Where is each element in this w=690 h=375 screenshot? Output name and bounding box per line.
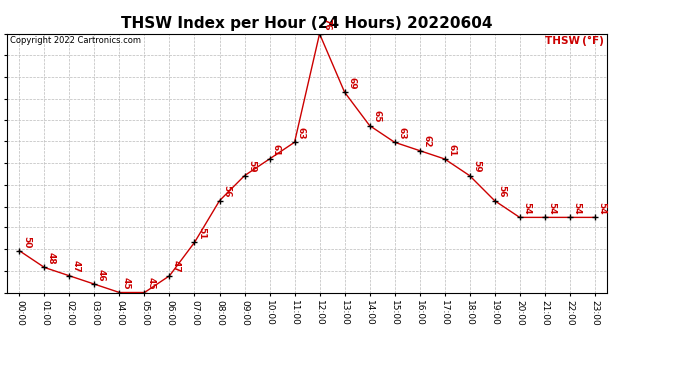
Point xyxy=(564,214,575,220)
Point xyxy=(114,290,125,296)
Point xyxy=(14,248,25,254)
Point xyxy=(539,214,550,220)
Text: 69: 69 xyxy=(347,77,356,89)
Text: 46: 46 xyxy=(97,269,106,281)
Point xyxy=(389,139,400,145)
Text: 47: 47 xyxy=(172,260,181,273)
Text: 61: 61 xyxy=(447,144,456,156)
Point xyxy=(589,214,600,220)
Point xyxy=(39,264,50,270)
Point xyxy=(339,89,350,95)
Point xyxy=(489,198,500,204)
Point xyxy=(239,172,250,178)
Point xyxy=(214,198,225,204)
Title: THSW Index per Hour (24 Hours) 20220604: THSW Index per Hour (24 Hours) 20220604 xyxy=(121,16,493,31)
Text: 54: 54 xyxy=(597,202,606,214)
Point xyxy=(189,239,200,245)
Text: 51: 51 xyxy=(197,227,206,240)
Text: Copyright 2022 Cartronics.com: Copyright 2022 Cartronics.com xyxy=(10,36,141,45)
Point xyxy=(514,214,525,220)
Text: 54: 54 xyxy=(547,202,556,214)
Text: 48: 48 xyxy=(47,252,56,265)
Text: 45: 45 xyxy=(122,277,131,290)
Text: 50: 50 xyxy=(22,236,31,248)
Point xyxy=(414,148,425,154)
Text: 47: 47 xyxy=(72,260,81,273)
Text: 59: 59 xyxy=(472,160,481,173)
Text: THSW (°F): THSW (°F) xyxy=(545,36,604,46)
Text: 61: 61 xyxy=(272,144,281,156)
Text: 56: 56 xyxy=(222,185,231,198)
Text: 62: 62 xyxy=(422,135,431,148)
Point xyxy=(89,281,100,287)
Text: 45: 45 xyxy=(147,277,156,290)
Text: 65: 65 xyxy=(372,110,381,123)
Point xyxy=(464,172,475,178)
Text: 63: 63 xyxy=(297,127,306,140)
Text: 56: 56 xyxy=(497,185,506,198)
Point xyxy=(139,290,150,296)
Point xyxy=(164,273,175,279)
Text: 59: 59 xyxy=(247,160,256,173)
Text: 54: 54 xyxy=(572,202,581,214)
Point xyxy=(264,156,275,162)
Text: 76: 76 xyxy=(322,18,331,31)
Point xyxy=(439,156,450,162)
Point xyxy=(314,31,325,37)
Point xyxy=(289,139,300,145)
Point xyxy=(64,273,75,279)
Text: 54: 54 xyxy=(522,202,531,214)
Text: 63: 63 xyxy=(397,127,406,140)
Point xyxy=(364,123,375,129)
